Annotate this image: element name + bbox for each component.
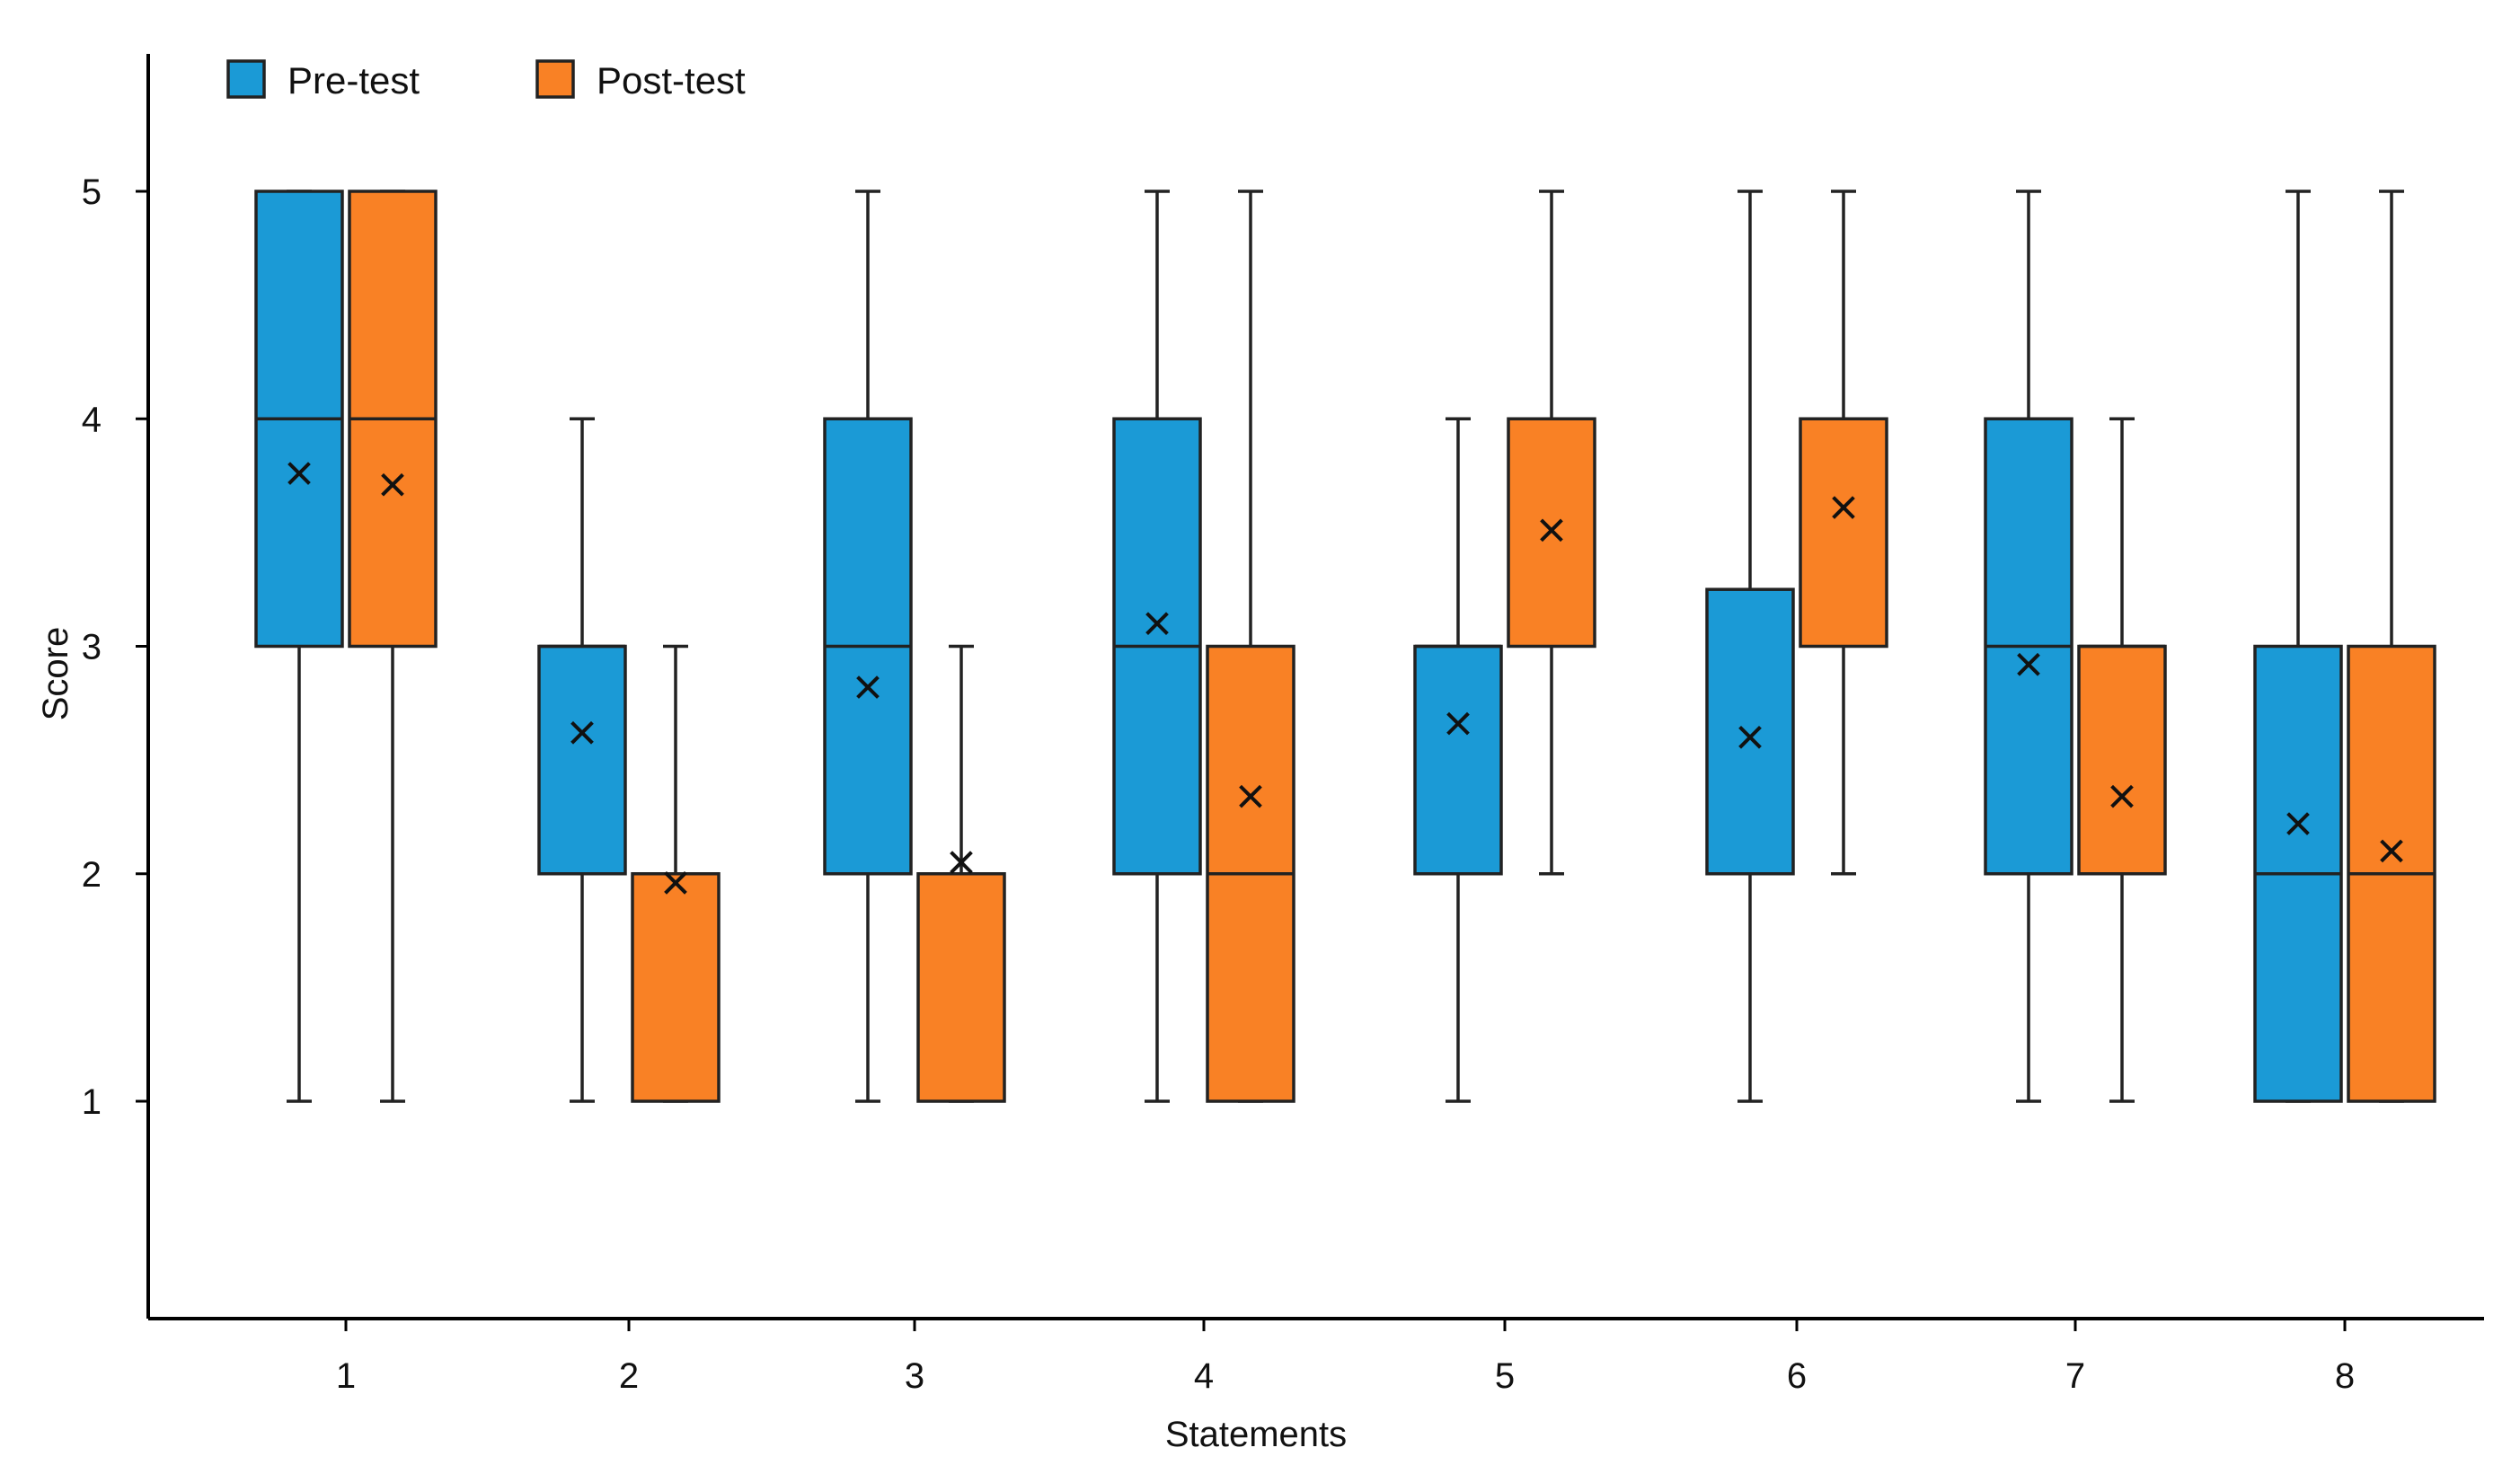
x-tick-label: 5	[1495, 1356, 1515, 1396]
box-pre-test-statement-6	[1705, 190, 1795, 1103]
legend-swatch-post-test	[535, 59, 575, 99]
mean-marker-stroke-b	[287, 462, 311, 485]
box-pre-test-statement-8	[2253, 190, 2343, 1103]
box-post-test-statement-4	[1206, 190, 1295, 1103]
box-post-test-statement-8	[2347, 190, 2436, 1103]
iqr-box	[537, 644, 627, 876]
y-axis-ticks: 1 2 3 4 5	[82, 172, 148, 1122]
box-post-test-statement-1	[348, 190, 438, 1103]
mean-marker-stroke-b	[2017, 652, 2040, 676]
x-axis-ticks: 1 2 3 4 5 6 7 8	[336, 1319, 2355, 1396]
mean-marker-stroke-b	[1145, 612, 1169, 636]
box-pre-test-statement-4	[1112, 190, 1202, 1103]
x-tick-label: 8	[2335, 1356, 2355, 1396]
mean-marker-stroke-b	[1738, 725, 1762, 749]
iqr-box	[1799, 417, 1888, 649]
mean-marker-stroke-b	[664, 871, 687, 895]
box-post-test-statement-2	[631, 644, 721, 1103]
y-tick-label: 4	[82, 400, 102, 439]
y-tick-label: 2	[82, 855, 102, 895]
iqr-box	[631, 872, 721, 1103]
legend-label-post-test: Post-test	[597, 59, 746, 102]
x-tick-label: 4	[1194, 1356, 1214, 1396]
x-tick-label: 1	[336, 1356, 356, 1396]
box-post-test-statement-6	[1799, 190, 1888, 876]
iqr-box	[1413, 644, 1503, 876]
x-tick-label: 3	[905, 1356, 924, 1396]
x-tick-label: 7	[2065, 1356, 2085, 1396]
mean-marker-stroke-b	[570, 720, 594, 745]
iqr-box	[1705, 587, 1795, 876]
iqr-box	[2077, 644, 2167, 876]
mean-marker-stroke-b	[1832, 496, 1855, 519]
legend: Pre-test Post-test	[226, 59, 746, 102]
y-tick-label: 3	[82, 628, 102, 667]
box-pre-test-statement-7	[1984, 190, 2073, 1103]
mean-marker-stroke-b	[2110, 784, 2134, 808]
x-tick-label: 6	[1787, 1356, 1807, 1396]
mean-marker-stroke-b	[1446, 711, 1470, 736]
y-tick-label: 1	[82, 1082, 102, 1122]
y-axis-title: Score	[36, 627, 75, 721]
x-axis-title: Statements	[1165, 1415, 1347, 1454]
mean-marker-stroke-b	[2286, 812, 2310, 835]
box-pre-test-statement-2	[537, 417, 627, 1103]
mean-marker-stroke-b	[2380, 839, 2403, 863]
box-pre-test-statement-3	[823, 190, 913, 1103]
box-pre-test-statement-5	[1413, 417, 1503, 1103]
mean-marker-stroke-b	[1540, 518, 1563, 543]
y-tick-label: 5	[82, 172, 102, 212]
iqr-box	[916, 872, 1006, 1103]
mean-marker-stroke-b	[1239, 784, 1262, 808]
boxes-layer	[254, 190, 2436, 1103]
mean-marker-stroke-b	[950, 851, 973, 874]
mean-marker-stroke-b	[381, 472, 404, 497]
legend-label-pre-test: Pre-test	[287, 59, 420, 102]
box-post-test-statement-3	[916, 644, 1006, 1103]
x-tick-label: 2	[619, 1356, 639, 1396]
legend-swatch-pre-test	[226, 59, 266, 99]
box-pre-test-statement-1	[254, 190, 344, 1103]
mean-marker-stroke-b	[856, 675, 880, 699]
box-post-test-statement-5	[1507, 190, 1596, 876]
box-post-test-statement-7	[2077, 417, 2167, 1103]
